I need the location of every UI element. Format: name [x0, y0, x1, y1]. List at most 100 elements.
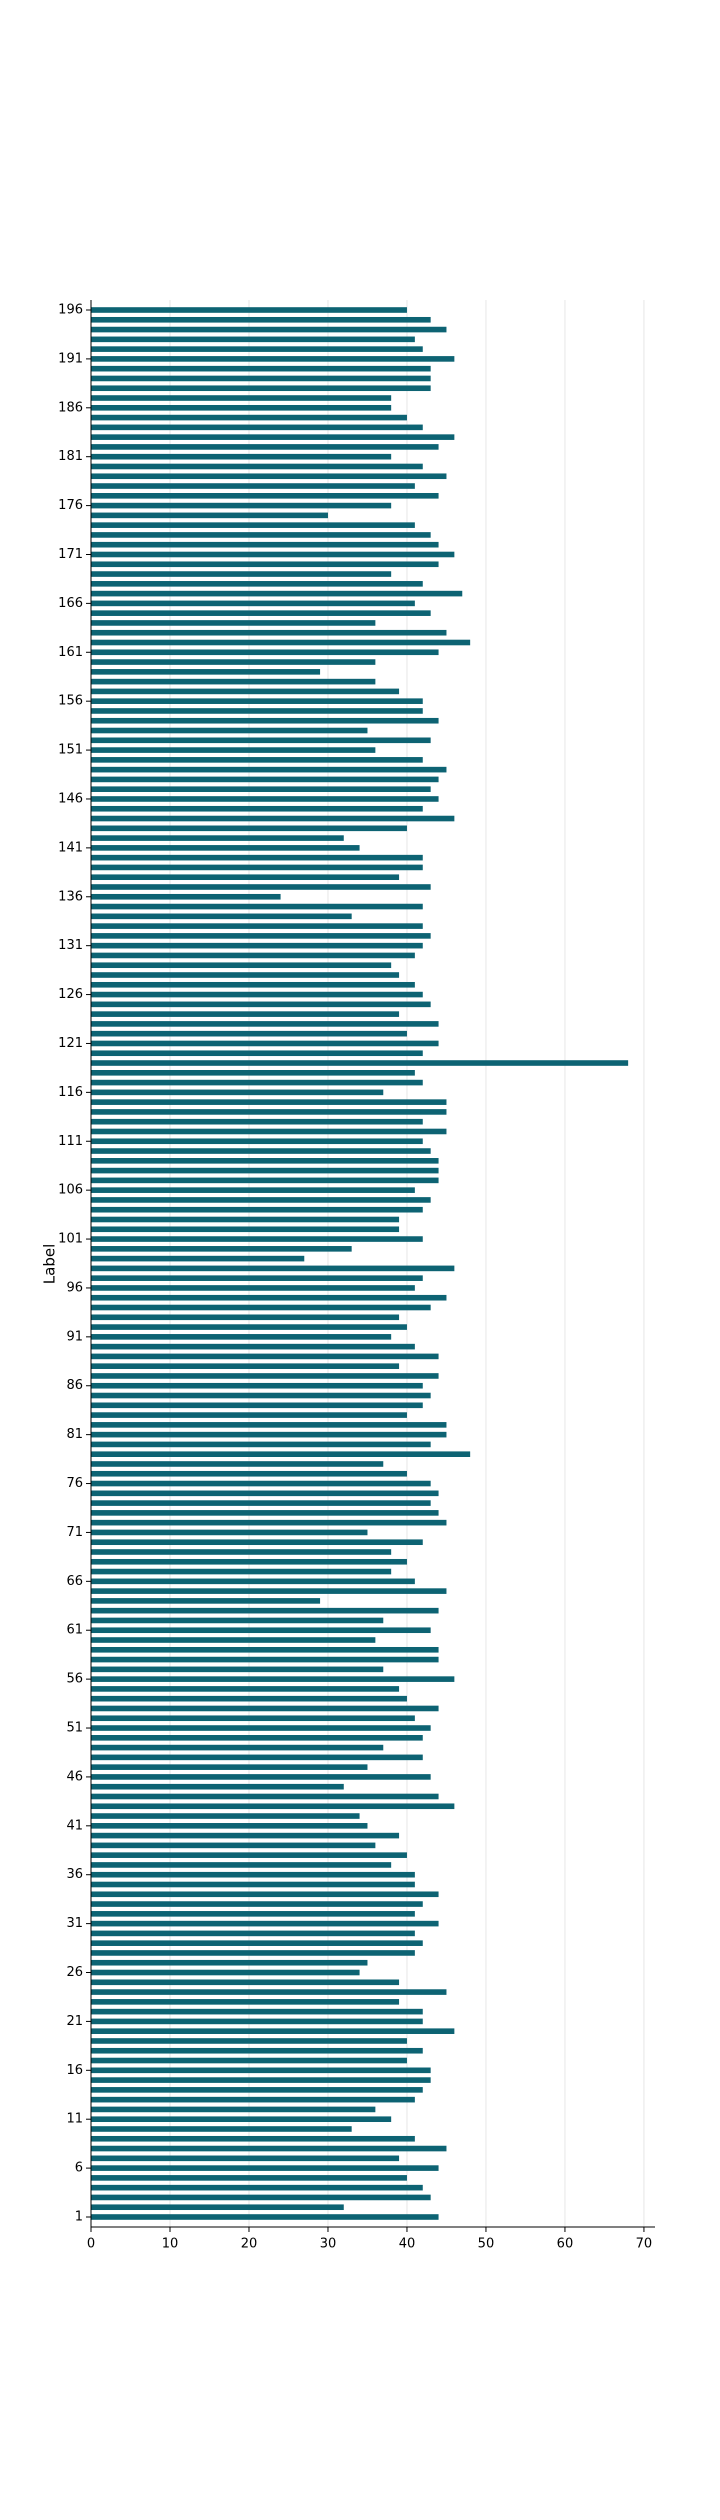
bar: [91, 1431, 447, 1438]
bar: [91, 1079, 423, 1086]
bar: [91, 776, 439, 783]
bar: [91, 1070, 415, 1076]
bar: [91, 659, 376, 665]
bar: [91, 2155, 400, 2162]
bar: [91, 1246, 352, 1252]
bar: [91, 1646, 439, 1653]
bar: [91, 2135, 415, 2142]
y-tick-label: 46: [66, 1769, 83, 1784]
bar: [91, 1940, 423, 1946]
bar: [91, 1510, 439, 1516]
bar: [91, 1285, 415, 1291]
bar: [91, 893, 281, 900]
bar: [91, 1656, 439, 1663]
y-tick-label: 131: [58, 938, 83, 953]
bar: [91, 1343, 415, 1350]
y-tick-label: 196: [58, 303, 83, 318]
bar: [91, 913, 352, 920]
bar: [91, 522, 415, 528]
bar: [91, 1519, 447, 1526]
bar: [91, 737, 431, 744]
y-tick-label: 6: [75, 2161, 83, 2176]
bar: [91, 2175, 407, 2181]
bar: [91, 1128, 447, 1135]
bar: [91, 1118, 423, 1125]
y-tick-label: 71: [66, 1525, 83, 1540]
bar: [91, 1500, 431, 1506]
bar: [91, 1099, 447, 1105]
bar: [91, 1422, 447, 1428]
bar: [91, 1021, 439, 1027]
y-tick-label: 61: [66, 1623, 83, 1638]
bar: [91, 825, 407, 832]
y-tick-label: 86: [66, 1378, 83, 1393]
y-tick-label: 76: [66, 1476, 83, 1491]
bar: [91, 1265, 455, 1272]
bar: [91, 1373, 439, 1379]
bar: [91, 2204, 344, 2211]
bar: [91, 1148, 431, 1154]
bar: [91, 2018, 423, 2025]
bar: [91, 453, 392, 460]
bar: [91, 2096, 415, 2103]
bar: [91, 375, 431, 382]
bar: [91, 2067, 431, 2074]
bar: [91, 590, 463, 597]
bar: [91, 1705, 439, 1712]
bar: [91, 1783, 344, 1790]
x-tick-label: 10: [162, 2237, 179, 2252]
bar: [91, 1901, 423, 1907]
bar: [91, 845, 360, 851]
bar: [91, 483, 415, 489]
bar: [91, 1637, 376, 1643]
bar: [91, 1549, 392, 1555]
y-tick-label: 141: [58, 840, 83, 855]
bar: [91, 326, 447, 333]
bar: [91, 2165, 439, 2171]
bar: [91, 1666, 384, 1673]
bar: [91, 1441, 431, 1448]
bar: [91, 1030, 407, 1037]
bar: [91, 1275, 423, 1281]
bar: [91, 356, 455, 362]
y-tick-label: 146: [58, 791, 83, 806]
bar: [91, 1304, 431, 1311]
bar: [91, 1060, 629, 1066]
y-tick-label: 11: [66, 2112, 83, 2127]
y-tick-label: 26: [66, 1965, 83, 1980]
bar: [91, 1832, 400, 1839]
bar: [91, 551, 455, 558]
bar: [91, 1607, 439, 1614]
bar: [91, 991, 423, 998]
y-tick-label: 166: [58, 596, 83, 611]
y-tick-label: 56: [66, 1672, 83, 1687]
y-tick-label: 136: [58, 889, 83, 904]
y-tick-label: 161: [58, 645, 83, 660]
y-tick-label: 81: [66, 1427, 83, 1442]
y-tick-label: 41: [66, 1818, 83, 1833]
bar: [91, 2057, 407, 2064]
y-tick-label: 36: [66, 1867, 83, 1882]
bar: [91, 757, 423, 763]
bar: [91, 1911, 415, 1917]
bar: [91, 1862, 392, 1868]
bar: [91, 571, 392, 577]
bar: [91, 346, 423, 352]
bar: [91, 1382, 423, 1389]
bar: [91, 629, 447, 636]
bar: [91, 1627, 431, 1634]
bar: [91, 972, 400, 978]
bar: [91, 1930, 415, 1937]
bar: [91, 678, 376, 685]
bar: [91, 1617, 384, 1624]
bar: [91, 1744, 384, 1751]
y-tick-label: 126: [58, 987, 83, 1002]
bar: [91, 649, 439, 656]
bar: [91, 434, 455, 440]
bar: [91, 1314, 400, 1321]
bar: [91, 717, 439, 724]
bar: [91, 2008, 423, 2015]
bar: [91, 620, 376, 626]
y-tick-label: 156: [58, 694, 83, 709]
